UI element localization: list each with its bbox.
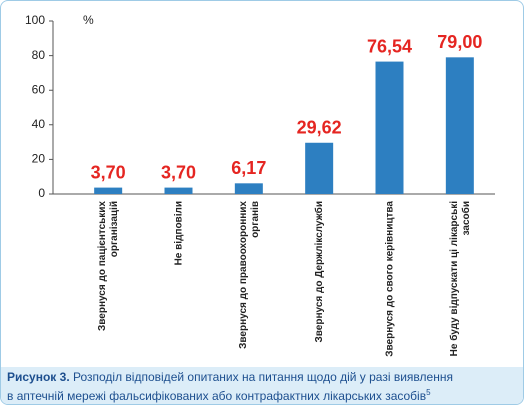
bar — [164, 187, 193, 194]
x-tick-label: Звернуся до пацієнтськихорганізацій — [97, 201, 120, 331]
value-label: 6,17 — [231, 158, 266, 178]
value-label: 29,62 — [297, 118, 342, 138]
caption-label: Рисунок 3. — [7, 370, 70, 384]
y-tick-label: 40 — [32, 117, 46, 131]
x-tick-label: Звернуся до правоохороннихорганів — [237, 201, 260, 349]
bar — [375, 61, 404, 194]
caption-note: 5 — [426, 388, 431, 397]
bar — [234, 183, 263, 194]
y-tick-label: 20 — [32, 152, 46, 166]
y-tick-label: 60 — [32, 82, 46, 96]
caption-text: Розподіл відповідей опитаних на питання … — [7, 370, 453, 403]
value-label: 3,70 — [91, 162, 126, 182]
y-unit: % — [83, 13, 94, 27]
bar — [445, 57, 474, 194]
y-tick-label: 0 — [38, 186, 45, 200]
value-label: 79,00 — [437, 32, 482, 52]
caption: Рисунок 3. Розподіл відповідей опитаних … — [1, 367, 523, 404]
value-label: 76,54 — [367, 36, 412, 56]
bar — [94, 187, 123, 194]
x-tick-label: Не буду відпускати ці лікарськізасоби — [447, 201, 471, 357]
bar — [305, 142, 334, 194]
x-tick-label: Звернуся до свого керівництва — [384, 201, 395, 357]
y-tick-label: 100 — [25, 13, 45, 27]
chart: % 0 20 40 60 80 100 3,70 Звернуся до пацієнтськ… — [25, 13, 495, 357]
x-tick-label: Не відповіли — [173, 201, 184, 265]
x-tick-label: Звернуся до Держлікслужби — [313, 201, 325, 342]
value-label: 3,70 — [161, 162, 196, 182]
y-tick-label: 80 — [32, 48, 46, 62]
